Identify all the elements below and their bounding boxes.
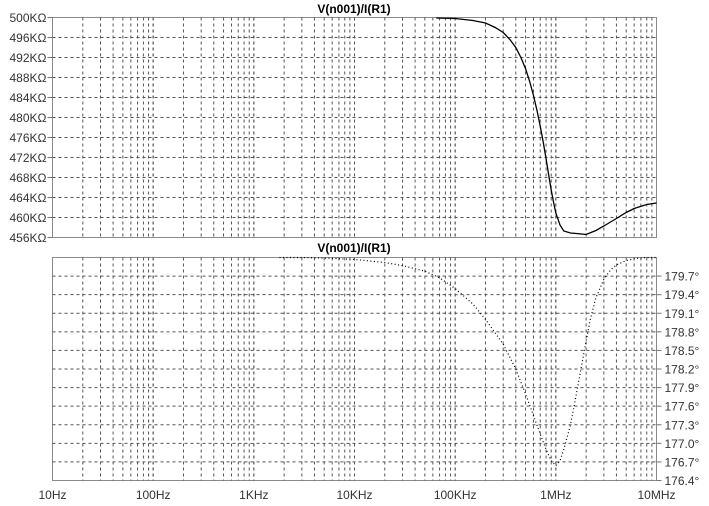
y-tick-label: 492KΩ: [10, 51, 47, 65]
y-tick-label: 480KΩ: [10, 111, 47, 125]
x-tick-label: 1KHz: [239, 488, 268, 502]
x-tick-label: 1MHz: [540, 488, 571, 502]
x-tick-label: 10MHz: [637, 488, 675, 502]
y-tick-label: 484KΩ: [10, 91, 47, 105]
y-tick-label: 178.2°: [665, 363, 700, 377]
y-tick-label: 179.4°: [665, 288, 700, 302]
y-tick-label: 178.5°: [665, 344, 700, 358]
y-tick-label: 179.1°: [665, 307, 700, 321]
y-tick-label: 179.7°: [665, 270, 700, 284]
y-tick-label: 500KΩ: [10, 11, 47, 25]
magnitude-grid: [52, 17, 657, 238]
x-tick-label: 10Hz: [38, 488, 66, 502]
y-tick-label: 177.9°: [665, 381, 700, 395]
magnitude-y-tick-labels: 500KΩ 496KΩ 492KΩ 488KΩ 484KΩ 480KΩ 476KΩ 472KΩ…: [10, 11, 53, 245]
y-tick-label: 472KΩ: [10, 151, 47, 165]
y-tick-label: 176.7°: [665, 455, 700, 469]
phase-y-tick-labels: 179.7° 179.4° 179.1° 178.8° 178.5° 178.2° 177.…: [656, 270, 700, 488]
phase-curve: [279, 256, 657, 467]
x-tick-labels: 10Hz 100Hz 1KHz 10KHz 100KHz 1MHz 10MHz: [38, 488, 675, 502]
magnitude-series: [436, 17, 657, 236]
y-tick-label: 476KΩ: [10, 131, 47, 145]
y-tick-label: 460KΩ: [10, 211, 47, 225]
y-tick-label: 456KΩ: [10, 231, 47, 245]
y-tick-label: 176.4°: [665, 474, 700, 488]
y-tick-label: 177.0°: [665, 437, 700, 451]
y-tick-label: 177.6°: [665, 400, 700, 414]
y-tick-label: 496KΩ: [10, 31, 47, 45]
y-tick-label: 468KΩ: [10, 171, 47, 185]
y-tick-label: 488KΩ: [10, 71, 47, 85]
x-tick-label: 100Hz: [136, 488, 171, 502]
y-tick-label: 177.3°: [665, 418, 700, 432]
y-tick-label: 464KΩ: [10, 191, 47, 205]
x-tick-label: 100KHz: [434, 488, 477, 502]
magnitude-curve: [436, 17, 657, 236]
phase-plot-title: V(n001)/I(R1): [317, 241, 390, 255]
phase-series: [279, 256, 657, 467]
x-tick-label: 10KHz: [336, 488, 372, 502]
y-tick-label: 178.8°: [665, 325, 700, 339]
phase-grid: [52, 257, 657, 481]
magnitude-plot-title: V(n001)/I(R1): [317, 2, 390, 16]
